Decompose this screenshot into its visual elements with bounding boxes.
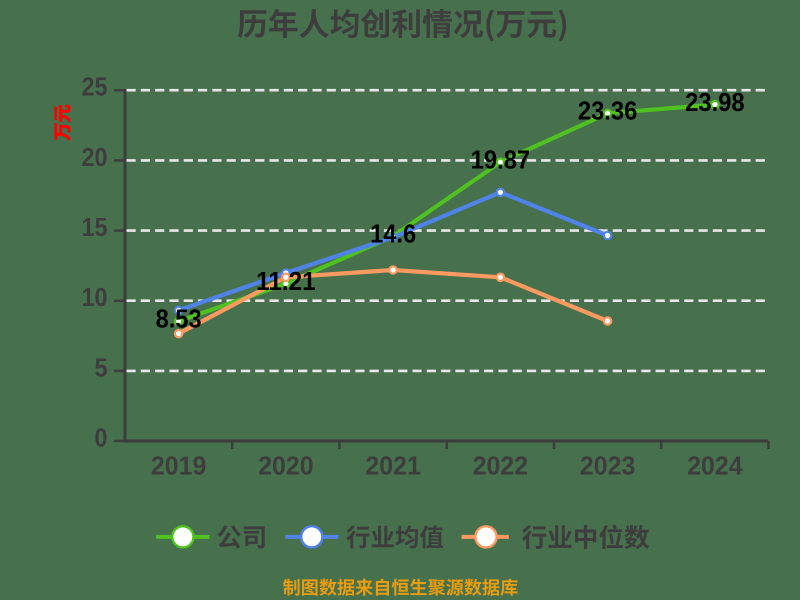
svg-text:2024: 2024 <box>687 450 743 480</box>
svg-text:2023: 2023 <box>580 450 635 480</box>
svg-text:5: 5 <box>95 352 108 382</box>
svg-text:19.87: 19.87 <box>471 147 531 175</box>
svg-text:2020: 2020 <box>258 450 313 480</box>
svg-text:2019: 2019 <box>151 450 206 480</box>
svg-text:14.6: 14.6 <box>370 221 416 249</box>
svg-text:15: 15 <box>82 212 108 242</box>
svg-text:2021: 2021 <box>365 450 420 480</box>
svg-text:0: 0 <box>95 423 108 453</box>
svg-text:23.36: 23.36 <box>578 98 638 126</box>
svg-text:10: 10 <box>82 282 108 312</box>
svg-text:20: 20 <box>82 142 108 172</box>
svg-text:2022: 2022 <box>473 450 528 480</box>
svg-text:8.53: 8.53 <box>156 306 202 334</box>
svg-text:23.98: 23.98 <box>685 89 745 117</box>
svg-text:25: 25 <box>82 72 108 102</box>
svg-text:11.21: 11.21 <box>256 268 316 296</box>
